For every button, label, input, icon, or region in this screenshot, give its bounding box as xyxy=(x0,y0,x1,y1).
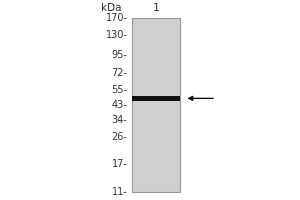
Text: 130-: 130- xyxy=(106,30,128,40)
Bar xyxy=(132,18,180,192)
Text: 72-: 72- xyxy=(112,68,127,78)
Text: 34-: 34- xyxy=(112,115,127,125)
Text: 17-: 17- xyxy=(112,159,127,169)
Text: 26-: 26- xyxy=(112,132,127,142)
Text: 170-: 170- xyxy=(106,13,128,23)
Text: 95-: 95- xyxy=(112,50,127,60)
Text: 43-: 43- xyxy=(112,100,127,110)
Text: kDa: kDa xyxy=(101,3,122,13)
Text: 11-: 11- xyxy=(112,187,127,197)
Bar xyxy=(132,96,180,101)
Text: 55-: 55- xyxy=(112,85,127,95)
Text: 1: 1 xyxy=(152,3,160,13)
